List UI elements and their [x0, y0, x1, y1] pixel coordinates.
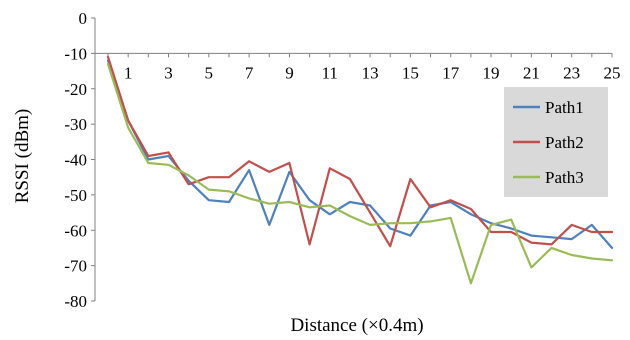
x-tick-label: 13	[362, 63, 379, 82]
y-tick-label: -40	[64, 151, 87, 170]
x-tick-label: 5	[205, 63, 214, 82]
legend: Path1 Path2 Path3	[504, 87, 608, 197]
y-axis-title: RSSI (dBm)	[12, 109, 33, 204]
y-tick-label: -10	[64, 44, 87, 63]
x-tick-label: 17	[442, 63, 460, 82]
y-tick-label: -60	[64, 221, 87, 240]
x-axis-title: Distance (×0.4m)	[290, 315, 423, 336]
x-tick-label: 15	[402, 63, 419, 82]
y-tick-label: 0	[79, 9, 88, 28]
x-tick-label: 9	[285, 63, 294, 82]
legend-label-path3: Path3	[545, 168, 584, 187]
x-tick-label: 19	[483, 63, 500, 82]
x-tick-label: 23	[563, 63, 580, 82]
x-axis-tick-marks	[107, 53, 613, 58]
y-axis-tick-labels: 0 -10 -20 -30 -40 -50 -60 -70 -80	[64, 9, 87, 311]
y-tick-label: -20	[64, 80, 87, 99]
y-tick-label: -50	[64, 186, 87, 205]
series-line-path3	[106, 62, 614, 285]
x-tick-label: 3	[164, 63, 173, 82]
x-axis-tick-labels: 1 3 5 7 9 11 13 15 17 19 21 23 25	[124, 63, 621, 82]
x-tick-label: 1	[124, 63, 133, 82]
series-layer	[106, 55, 614, 285]
y-tick-label: -80	[64, 292, 87, 311]
y-tick-label: -30	[64, 115, 87, 134]
x-tick-label: 21	[523, 63, 540, 82]
legend-label-path1: Path1	[545, 98, 584, 117]
y-axis-tick-marks	[91, 17, 95, 302]
x-tick-label: 7	[245, 63, 254, 82]
x-tick-label: 25	[604, 63, 621, 82]
series-line-path2	[106, 55, 614, 248]
legend-label-path2: Path2	[545, 133, 584, 152]
x-tick-label: 11	[322, 63, 338, 82]
y-tick-label: -70	[64, 257, 87, 276]
